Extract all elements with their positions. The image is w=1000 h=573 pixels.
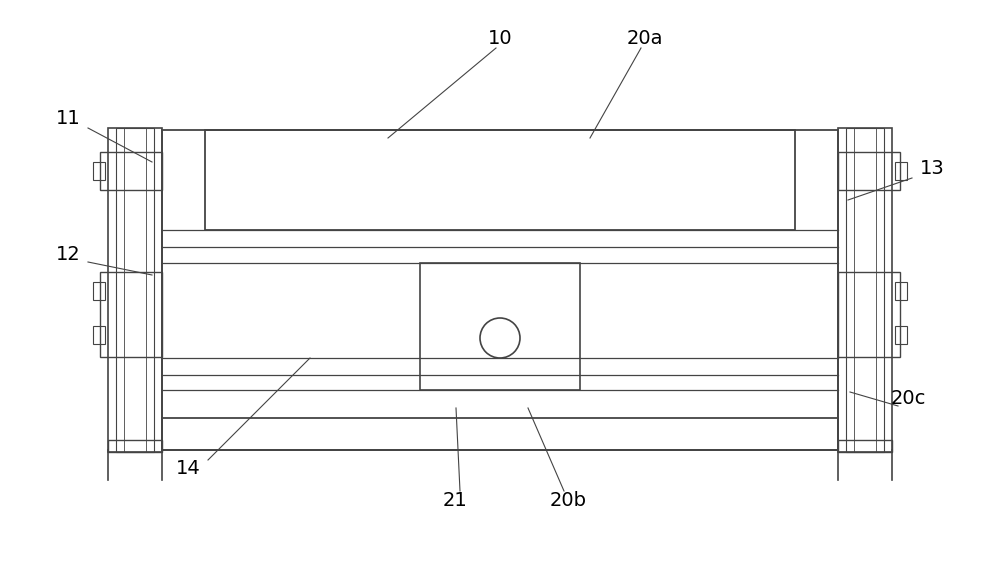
Text: 21: 21 [443, 490, 467, 509]
Bar [162, 418, 838, 450]
Text: 20a: 20a [627, 29, 663, 48]
Bar [93, 282, 105, 300]
Bar [108, 440, 162, 452]
Bar [420, 263, 580, 390]
Bar [895, 282, 907, 300]
Bar [838, 128, 892, 452]
Bar [100, 272, 162, 357]
Text: 13: 13 [920, 159, 944, 178]
Bar [116, 128, 154, 452]
Bar [108, 128, 162, 452]
Text: 12: 12 [56, 245, 80, 265]
Bar [162, 130, 838, 450]
Bar [895, 162, 907, 180]
Text: 20b: 20b [550, 490, 586, 509]
Text: 11: 11 [56, 108, 80, 128]
Text: 10: 10 [488, 29, 512, 48]
Text: 20c: 20c [890, 388, 926, 407]
Bar [838, 272, 900, 357]
Bar [100, 152, 162, 190]
Bar [93, 162, 105, 180]
Bar [838, 152, 900, 190]
Bar [838, 440, 892, 452]
Bar [895, 326, 907, 344]
Text: 14: 14 [176, 458, 200, 477]
Bar [205, 130, 795, 230]
Bar [93, 326, 105, 344]
Bar [846, 128, 884, 452]
